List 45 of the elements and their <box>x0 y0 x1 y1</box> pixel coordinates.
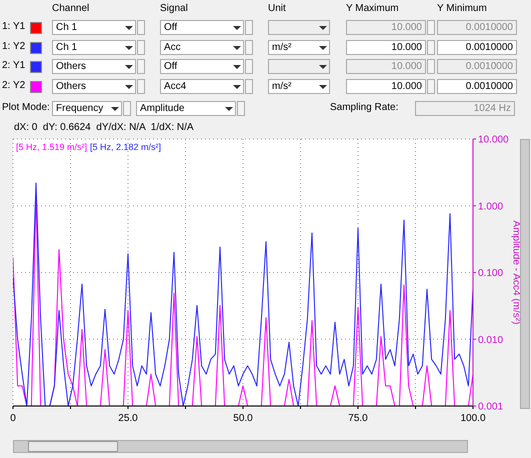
text: 10.000 <box>346 20 426 35</box>
y-tick-label: 0.010 <box>478 334 504 346</box>
text: Ch 1 <box>52 20 136 35</box>
y-tick-label: 0.100 <box>478 268 504 280</box>
text: 0.0010000 <box>437 78 517 94</box>
text: m/s² <box>268 78 330 94</box>
annotation: [5 Hz, 2.182 m/s²] <box>90 142 162 152</box>
text: 2: Y1 <box>2 60 26 71</box>
text: 0.0010000 <box>437 59 517 74</box>
text: Signal <box>160 3 188 14</box>
text: 10.000 <box>346 78 426 94</box>
y-tick-label: 1.000 <box>478 201 504 212</box>
text: Acc <box>160 40 244 54</box>
text: 1024 Hz <box>415 101 515 116</box>
text: Amplitude <box>136 101 236 116</box>
text: Sampling Rate: <box>330 102 398 113</box>
text: m/s² <box>268 40 330 54</box>
x-tick-label: 25.0 <box>118 413 138 424</box>
text: Unit <box>268 3 286 14</box>
text: 2: Y2 <box>2 80 26 90</box>
y-tick-label: 10.000 <box>478 134 510 146</box>
text: Off <box>160 59 244 74</box>
text: Y Minimum <box>437 3 487 14</box>
text: dX: 0 dY: 0.6624 dY/dX: N/A 1/dX: N/A <box>14 122 194 133</box>
y-tick-label: 0.001 <box>478 402 504 413</box>
x-tick-label: 75.0 <box>348 413 368 424</box>
x-tick-label: 0 <box>10 413 16 424</box>
text: Frequency <box>52 101 122 116</box>
annotation: [5 Hz, 1.519 m/s²] <box>16 142 88 152</box>
text: 10.000 <box>346 59 426 74</box>
text: 1: Y1 <box>2 21 26 32</box>
x-tick-label: 50.0 <box>233 413 254 424</box>
text: Acc4 <box>160 78 244 94</box>
text: 0.0010000 <box>437 40 517 54</box>
text: Channel <box>52 3 90 14</box>
text: 1: Y2 <box>2 40 26 52</box>
text: 0.0010000 <box>437 20 517 35</box>
text: Off <box>160 20 244 35</box>
text: Plot Mode: <box>2 102 50 113</box>
x-tick-label: 100.0 <box>460 413 486 424</box>
text: Others <box>52 78 136 94</box>
text: 10.000 <box>346 40 426 54</box>
text: Ch 1 <box>52 40 136 54</box>
text: Others <box>52 59 136 74</box>
text: Y Maximum <box>346 3 399 14</box>
